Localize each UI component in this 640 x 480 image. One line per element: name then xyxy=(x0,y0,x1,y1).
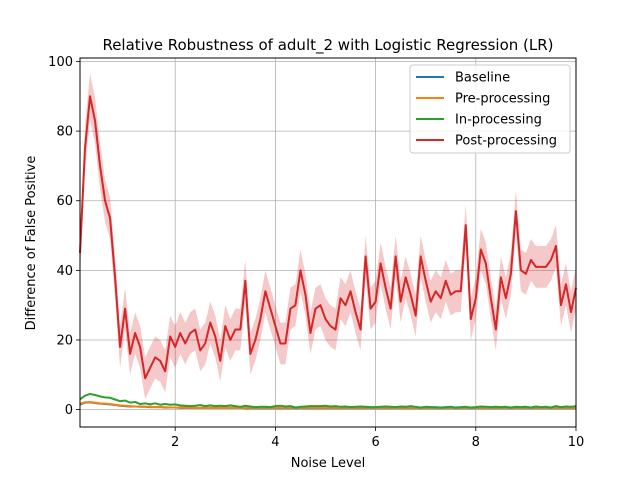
series-lines xyxy=(79,95,577,410)
legend: Baseline Pre-processing In-processing Post-… xyxy=(409,64,571,154)
x-tick-label: 8 xyxy=(472,435,480,450)
y-tick-label: 60 xyxy=(56,194,73,209)
confidence-bands xyxy=(80,73,576,400)
post-processing-line xyxy=(79,95,577,380)
x-tick-label: 6 xyxy=(371,435,379,450)
x-axis-ticks: 2 4 6 8 10 xyxy=(171,427,584,450)
y-tick-label: 0 xyxy=(65,403,73,418)
y-axis-ticks: 0 20 40 60 80 100 xyxy=(48,55,80,418)
y-axis-label: Difference of False Positive xyxy=(24,156,39,331)
y-tick-label: 20 xyxy=(56,333,73,348)
y-tick-label: 100 xyxy=(48,55,73,70)
y-tick-label: 40 xyxy=(56,264,73,279)
x-axis-label: Noise Level xyxy=(291,456,366,471)
in-processing-line xyxy=(79,392,577,409)
legend-label-in-processing: In-processing xyxy=(455,113,542,128)
legend-label-post-processing: Post-processing xyxy=(455,134,557,149)
x-tick-label: 2 xyxy=(171,435,179,450)
x-tick-label: 10 xyxy=(568,435,585,450)
legend-label-pre-processing: Pre-processing xyxy=(455,92,550,107)
legend-box xyxy=(409,64,571,154)
x-tick-label: 4 xyxy=(271,435,279,450)
chart-title: Relative Robustness of adult_2 with Logi… xyxy=(102,36,553,55)
plot-frame xyxy=(79,57,577,428)
post-processing-band xyxy=(80,73,576,400)
y-tick-label: 80 xyxy=(56,125,73,140)
legend-label-baseline: Baseline xyxy=(455,71,510,86)
